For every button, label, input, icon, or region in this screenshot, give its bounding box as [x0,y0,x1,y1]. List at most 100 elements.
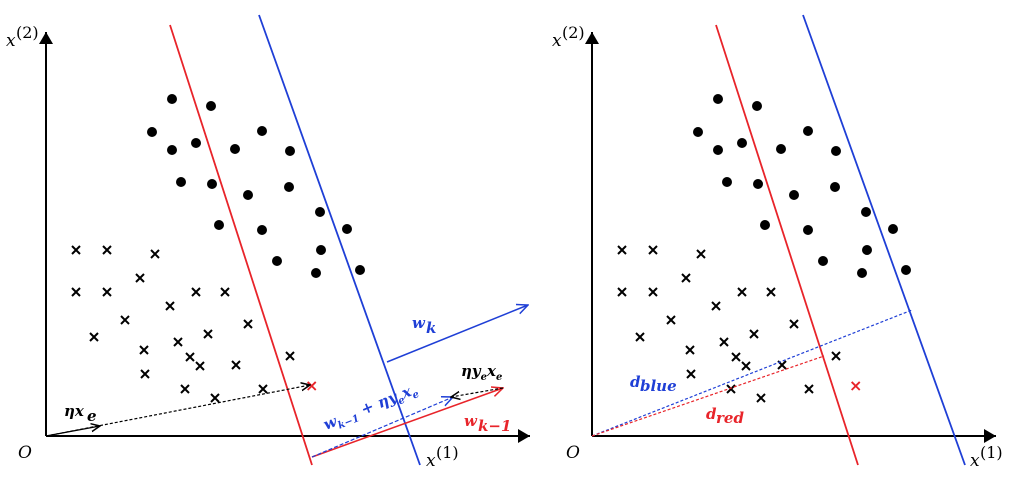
left-positive-point [315,207,325,217]
right-positive-point [713,145,723,155]
right-positive-point [752,101,762,111]
right-negative-point [789,319,799,329]
left-negative-point [120,315,130,325]
left-label-w-k-minus-1: w k−1 [464,412,511,435]
left-positive-point [214,220,224,230]
left-negative-point [135,273,145,283]
left-negative-points [71,245,295,403]
left-positive-point [311,268,321,278]
left-positive-point [167,145,177,155]
svg-text:e: e [87,407,97,425]
left-negative-point [191,287,201,297]
left-positive-point [257,225,267,235]
right-red-boundary [715,24,859,466]
left-negative-point [173,337,183,347]
right-positive-point [693,127,703,137]
left-positive-point [355,265,365,275]
left-positive-point [272,256,282,266]
left-negative-point [139,345,149,355]
right-negative-point [666,315,676,325]
left-negative-point [71,245,81,255]
right-positive-point [862,245,872,255]
left-positive-point [167,94,177,104]
left-negative-point [180,384,190,394]
left-label-eta-x-e: ηx e [64,402,97,425]
right-negative-point [685,345,695,355]
right-blue-boundary [802,14,966,466]
svg-text:blue: blue [640,377,677,395]
left-negative-point [140,369,150,379]
svg-text:k: k [426,319,436,337]
left-blue-boundary [258,14,421,466]
right-positive-point [760,220,770,230]
left-negative-point [71,287,81,297]
svg-text:k−1: k−1 [478,417,511,435]
svg-text:(2): (2) [562,23,585,42]
right-d-blue-line [591,309,913,437]
svg-text:(2): (2) [16,23,39,42]
svg-text:d: d [706,405,717,423]
svg-text:x: x [426,451,436,471]
right-positive-point [830,182,840,192]
svg-text:ηyexe: ηyexe [461,362,502,383]
svg-text:x: x [970,451,980,471]
right-negative-point [804,384,814,394]
left-y-axis-label: x (2) [6,23,39,51]
left-panel: O x (1) x (2) × ηx e w k [6,14,530,471]
right-negative-point [731,352,741,362]
svg-text:red: red [716,409,744,427]
left-negative-point [220,287,230,297]
left-positive-point [230,144,240,154]
left-negative-point [231,360,241,370]
right-negative-point [617,245,627,255]
left-positive-point [316,245,326,255]
left-positive-point [285,146,295,156]
left-w-k-vector [386,305,528,363]
right-positive-point [831,146,841,156]
left-negative-point [102,287,112,297]
right-x-axis-label: x (1) [970,443,1003,471]
left-positive-point [243,190,253,200]
left-positive-point [206,101,216,111]
left-negative-point [102,245,112,255]
svg-text:x: x [552,31,562,51]
right-positive-point [722,177,732,187]
right-label-d-blue: d blue [630,373,677,395]
right-positive-point [737,138,747,148]
right-d-red-line [591,355,825,437]
right-negative-point [741,361,751,371]
svg-text:(1): (1) [980,443,1003,462]
left-label-eta-ye-xe: ηyexe [461,362,502,383]
left-red-boundary [169,24,313,466]
right-positive-point [818,256,828,266]
left-label-w-k: w k [412,314,436,337]
right-negative-point [681,273,691,283]
right-positive-point [901,265,911,275]
right-positive-point [789,190,799,200]
left-update-vector [311,397,453,458]
right-negative-point [831,351,841,361]
left-positive-point [284,182,294,192]
right-negative-point [686,369,696,379]
left-positive-point [191,138,201,148]
right-positive-point [857,268,867,278]
left-positive-point [257,126,267,136]
left-x-axis-label: x (1) [426,443,459,471]
left-negative-point [203,329,213,339]
left-negative-point [195,361,205,371]
left-positive-point [342,224,352,234]
svg-text:(1): (1) [436,443,459,462]
left-negative-point [89,332,99,342]
right-misclassified-point: × [849,376,862,395]
right-negative-point [648,287,658,297]
left-negative-point [258,384,268,394]
right-positive-point [861,207,871,217]
right-positive-point [753,179,763,189]
left-origin-label: O [18,443,32,463]
svg-text:w: w [464,412,478,430]
right-positive-point [776,144,786,154]
right-negative-point [749,329,759,339]
right-negative-point [711,301,721,311]
left-positive-point [176,177,186,187]
